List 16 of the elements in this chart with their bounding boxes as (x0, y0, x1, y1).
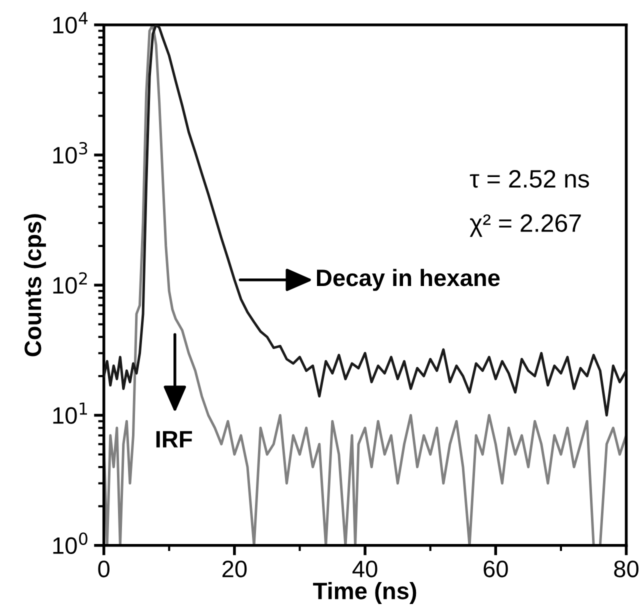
y-tick-label: 10$^{2}$ (53, 272, 87, 294)
y-tick-label: 10$^{1}$ (53, 402, 87, 424)
x-tick-label: 40 (352, 560, 378, 578)
x-axis-title: Time (ns) (313, 582, 416, 604)
x-tick-label: 60 (484, 560, 508, 578)
y-tick-label: 10$^{4}$ (53, 12, 88, 34)
y-tick-label: 10$^{0}$ (53, 532, 88, 554)
x-tick-label: 20 (222, 560, 247, 578)
x-tick-label: 0 (98, 560, 110, 578)
x-tick-label: 80 (614, 560, 638, 578)
annotation: IRF (156, 431, 192, 448)
y-tick-label: 10$^{3}$ (53, 142, 88, 164)
annotation: τ = 2.52 ns (470, 170, 590, 188)
annotation: Decay in hexane (317, 268, 500, 291)
annotation: χ² = 2.267 (470, 214, 581, 237)
y-axis-title: Counts (cps) (24, 214, 46, 356)
